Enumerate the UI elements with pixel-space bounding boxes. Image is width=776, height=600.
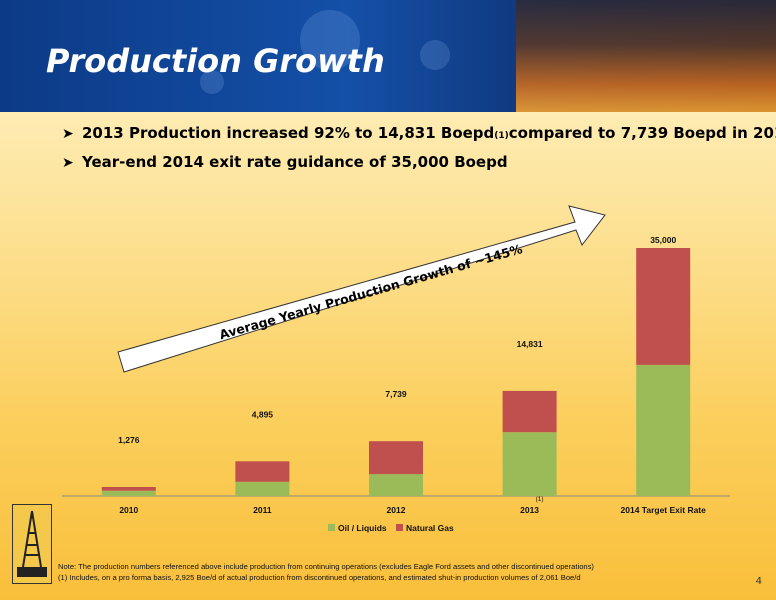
bar-oil bbox=[101, 490, 156, 496]
total-label: 35,000 bbox=[650, 235, 676, 245]
bar-gas bbox=[101, 487, 156, 491]
x-tick-label: 2012 bbox=[387, 505, 406, 515]
growth-annotation: Average Yearly Production Growth of ~145… bbox=[218, 241, 525, 342]
x-tick-footnote: (1) bbox=[536, 496, 544, 503]
bar-gas bbox=[235, 461, 290, 482]
note-line: Note: The production numbers referenced … bbox=[58, 562, 594, 571]
decorative-bokeh bbox=[200, 70, 224, 94]
total-label: 14,831 bbox=[517, 339, 543, 349]
bullet-item: ➤ Year-end 2014 exit rate guidance of 35… bbox=[62, 153, 776, 171]
bar-gas bbox=[502, 390, 557, 433]
total-label: 7,739 bbox=[385, 389, 407, 399]
bullet-text-tail: compared to 7,739 Boepd in 2012 bbox=[508, 124, 776, 142]
footnotes: Note: The production numbers referenced … bbox=[58, 561, 594, 583]
decorative-bokeh bbox=[300, 10, 360, 70]
bullet-footnote: (1) bbox=[494, 131, 509, 141]
bar-gas bbox=[369, 441, 423, 475]
x-tick-label: 2013 bbox=[520, 505, 539, 515]
x-tick-label: 2010 bbox=[119, 505, 138, 515]
bullet-item: ➤ 2013 Production increased 92% to 14,83… bbox=[62, 124, 776, 142]
note-line: (1) Includes, on a pro forma basis, 2,92… bbox=[58, 573, 581, 582]
company-logo bbox=[12, 504, 52, 584]
x-tick-label: 2011 bbox=[253, 505, 272, 515]
bar-oil bbox=[636, 364, 691, 496]
legend-label: Natural Gas bbox=[406, 523, 454, 533]
arrow-bullet-icon: ➤ bbox=[62, 126, 74, 142]
slide-title: Production Growth bbox=[46, 42, 385, 80]
bar-oil bbox=[502, 432, 557, 496]
total-label: 1,276 bbox=[118, 435, 140, 445]
bullet-text: 2013 Production increased 92% to 14,831 … bbox=[82, 124, 495, 142]
legend-swatch bbox=[396, 524, 403, 531]
legend-swatch bbox=[328, 524, 335, 531]
x-tick-label: 2014 Target Exit Rate bbox=[621, 505, 707, 515]
bullet-text: Year-end 2014 exit rate guidance of 35,0… bbox=[82, 153, 508, 171]
slide-header: Production Growth bbox=[0, 0, 776, 112]
total-label: 4,895 bbox=[252, 409, 274, 419]
bar-oil bbox=[235, 481, 290, 496]
page-number: 4 bbox=[755, 576, 762, 587]
growth-arrow bbox=[117, 205, 606, 373]
decorative-bokeh bbox=[420, 40, 450, 70]
arrow-bullet-icon: ➤ bbox=[62, 155, 74, 171]
bar-oil bbox=[369, 474, 423, 496]
legend-label: Oil / Liquids bbox=[338, 523, 387, 533]
header-photo bbox=[516, 0, 776, 112]
bullet-list: ➤ 2013 Production increased 92% to 14,83… bbox=[62, 124, 776, 182]
bar-gas bbox=[636, 248, 691, 365]
